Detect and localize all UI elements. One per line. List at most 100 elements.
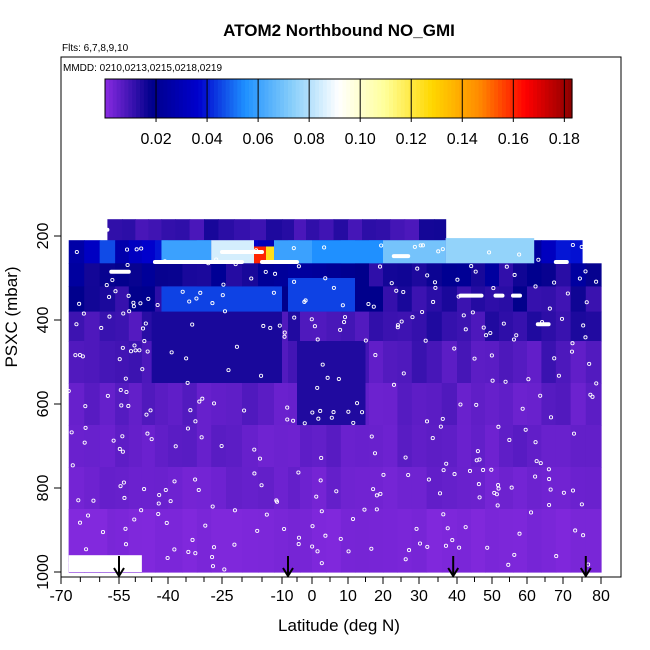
- sample-point: [257, 456, 263, 461]
- heatmap-cell: [288, 425, 301, 468]
- heatmap-cell: [485, 286, 500, 313]
- sample-point: [395, 323, 400, 328]
- sample-point: [417, 541, 423, 546]
- sample-point: [233, 262, 238, 267]
- sample-point: [538, 393, 543, 398]
- sample-point: [68, 560, 73, 565]
- sample-point: [187, 299, 192, 304]
- sample-point: [423, 338, 428, 343]
- x-tick-label: -55: [107, 588, 130, 605]
- heatmap-cell: [411, 286, 428, 313]
- sample-point: [594, 279, 599, 284]
- sample-point: [291, 418, 296, 423]
- colorbar-segment: [124, 79, 129, 118]
- heatmap-cell: [128, 341, 143, 384]
- plot-frame: [60, 56, 622, 578]
- heatmap-cell: [397, 383, 413, 426]
- sample-point: [584, 300, 589, 305]
- sample-point: [334, 489, 339, 494]
- heatmap-cell: [226, 383, 243, 426]
- heatmap-cell: [326, 311, 342, 342]
- sample-point: [126, 403, 131, 409]
- sample-point: [252, 471, 257, 476]
- heatmap-cell: [471, 467, 486, 510]
- heatmap-cell: [300, 425, 313, 468]
- sample-point: [132, 343, 137, 348]
- colorbar-segment: [354, 79, 359, 118]
- sample-point: [452, 346, 457, 351]
- colorbar-tick-label: 0.06: [243, 131, 274, 148]
- sample-point: [221, 282, 226, 287]
- sample-point: [488, 330, 493, 336]
- sample-point: [318, 478, 323, 483]
- colorbar-segment: [385, 79, 390, 118]
- sample-point: [210, 555, 215, 560]
- heatmap-cell: [369, 467, 384, 510]
- heatmap-cell: [312, 240, 383, 264]
- sample-point: [571, 431, 577, 436]
- sample-point: [157, 493, 162, 498]
- heatmap-cell: [84, 467, 101, 510]
- heatmap-cell: [541, 509, 557, 573]
- heatmap-cell: [527, 425, 542, 468]
- sample-point: [371, 304, 376, 309]
- heatmap-cell: [258, 509, 275, 573]
- sample-point: [569, 349, 575, 354]
- sample-point: [259, 373, 264, 378]
- sample-point: [66, 389, 71, 394]
- sample-point: [579, 244, 584, 249]
- heatmap-cell: [282, 219, 295, 241]
- heatmap-cell: [411, 311, 428, 342]
- heatmap-cell: [141, 383, 156, 426]
- sample-point: [381, 472, 386, 477]
- heatmap-cell: [383, 341, 398, 384]
- sample-point: [517, 531, 522, 536]
- sample-point: [190, 322, 195, 327]
- heatmap-cell: [333, 219, 349, 241]
- colorbar-segment: [182, 79, 188, 118]
- sample-point: [369, 546, 374, 551]
- heatmap-cell: [426, 467, 443, 510]
- sample-point: [338, 327, 343, 332]
- sample-point: [220, 293, 225, 298]
- colorbar-segment: [552, 79, 558, 118]
- sample-point: [366, 301, 371, 307]
- colorbar-segment: [428, 79, 433, 118]
- sample-point: [285, 405, 290, 410]
- sample-point: [489, 353, 494, 358]
- sample-point: [559, 316, 565, 321]
- sample-point: [110, 278, 115, 283]
- heatmap-cell: [226, 425, 243, 468]
- heatmap-cell: [211, 263, 227, 287]
- sample-point: [198, 290, 203, 295]
- sample-point: [374, 493, 379, 498]
- x-tick-label: 60: [518, 588, 536, 605]
- heatmap-cell: [369, 383, 384, 426]
- sample-point: [501, 321, 506, 326]
- heatmap-cell: [411, 263, 428, 287]
- heatmap-cell: [355, 467, 370, 510]
- heatmap-cell: [340, 509, 356, 573]
- sample-point: [296, 264, 301, 269]
- sample-point: [282, 334, 287, 339]
- sample-point: [342, 320, 347, 325]
- sample-point: [556, 373, 561, 378]
- sample-point: [83, 404, 88, 409]
- sample-point: [149, 437, 154, 442]
- heatmap-cell: [555, 240, 572, 264]
- heatmap-cell: [115, 467, 130, 510]
- sample-point: [128, 349, 134, 354]
- heatmap-cell: [128, 240, 143, 264]
- sample-point: [490, 378, 495, 383]
- heatmap-cell: [68, 263, 85, 287]
- heatmap-cell: [196, 425, 212, 468]
- sample-point: [547, 502, 552, 508]
- sample-point: [441, 512, 446, 517]
- sample-point: [173, 444, 178, 449]
- sample-point: [123, 526, 128, 531]
- sample-point: [312, 324, 317, 329]
- sample-point: [533, 440, 538, 445]
- sample-point: [100, 530, 106, 535]
- sample-point: [121, 480, 126, 485]
- sample-point: [371, 487, 376, 492]
